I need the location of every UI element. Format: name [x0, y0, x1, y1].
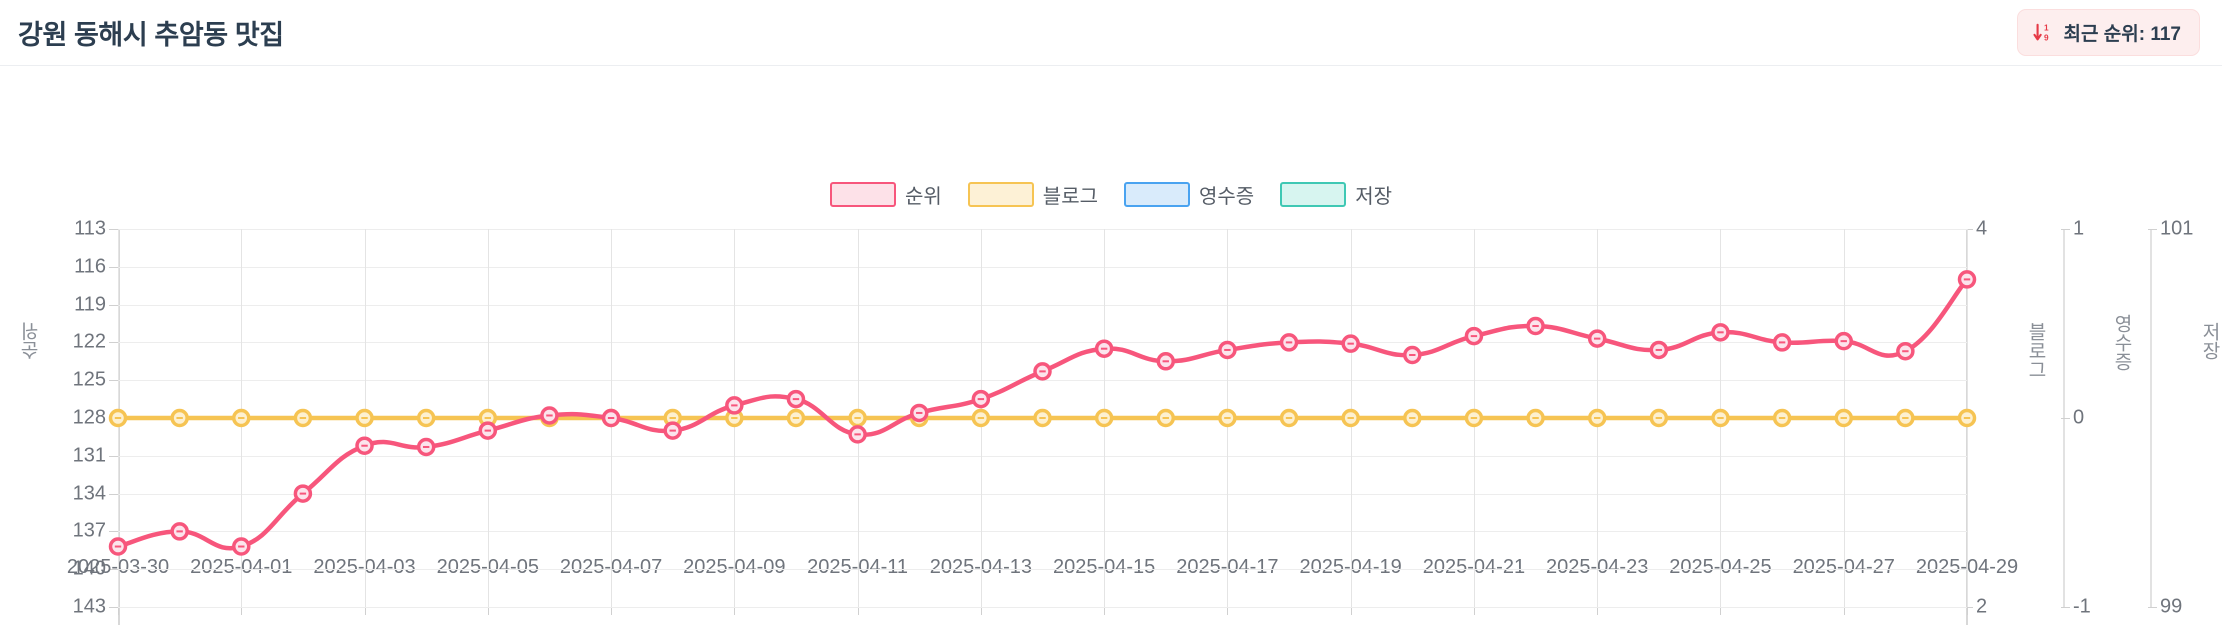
y-tick-label-receipt: 1: [2073, 217, 2085, 240]
gridline-horizontal: [118, 229, 1967, 230]
axis-ticks-layer: 113 116 119 122 125 128 131 134 137 140 143 4 2 1 0 -1 1…: [0, 66, 2222, 640]
y-tick-mark-rank: [109, 531, 118, 533]
y-tick-mark-rank: [109, 304, 118, 306]
y-tick-label-save: 101: [2160, 217, 2194, 240]
y-tick-mark-rank: [109, 455, 118, 457]
legend-item-save[interactable]: 저장: [1280, 180, 1392, 209]
y-tick-label-rank: 140: [72, 557, 106, 580]
svg-text:1: 1: [2044, 23, 2049, 32]
x-tick-mark: [1720, 607, 1722, 615]
gridline-horizontal: [118, 607, 1967, 608]
sort-numeric-down-icon: 1 9: [2032, 22, 2055, 44]
plot-region: [108, 229, 1977, 608]
y-tick-mark-receipt: [2061, 229, 2070, 230]
gridline-horizontal: [118, 531, 1967, 533]
y-tick-label-blog: 2: [1976, 595, 1988, 618]
x-tick-mark: [1350, 607, 1352, 615]
axis-title-blog: 블로그: [2025, 322, 2046, 379]
y-tick-mark-receipt: [2061, 607, 2070, 608]
legend-item-blog[interactable]: 블로그: [967, 180, 1098, 209]
x-tick-mark: [857, 607, 859, 615]
y-tick-label-rank: 137: [72, 519, 106, 542]
y-tick-label-rank: 119: [74, 293, 106, 316]
legend-label-receipt: 영수증: [1199, 186, 1255, 208]
x-tick-mark: [1843, 607, 1845, 615]
page-title: 강원 동해시 추암동 맛집: [18, 20, 284, 50]
legend-swatch-save: [1280, 182, 1347, 207]
x-tick-mark: [1967, 607, 1968, 615]
gridline-horizontal: [118, 342, 1967, 344]
gridline-horizontal: [118, 266, 1967, 268]
y-tick-mark-rank: [109, 569, 118, 571]
gridline-horizontal: [118, 455, 1967, 457]
y-tick-mark-rank: [109, 342, 118, 344]
x-tick-mark: [980, 607, 982, 615]
x-tick-mark: [1227, 607, 1229, 615]
y-tick-mark-blog: [1964, 607, 1973, 608]
axis-line-save: [2150, 229, 2152, 607]
y-tick-label-blog: 4: [1976, 217, 1988, 240]
legend-item-rank[interactable]: 순위: [829, 180, 942, 209]
chart-area: 순위 블로그 영수증 저장 113 116 119 122 125 128 131 134 13…: [0, 66, 2222, 640]
y-tick-label-rank: 134: [72, 482, 106, 505]
gridline-horizontal: [118, 380, 1967, 382]
y-tick-mark-rank: [109, 380, 118, 382]
y-tick-label-receipt: 0: [2073, 406, 2085, 429]
legend-swatch-receipt: [1124, 182, 1190, 207]
y-tick-label-rank: 143: [72, 595, 106, 618]
x-tick-mark: [611, 607, 613, 615]
y-tick-mark-blog: [1964, 229, 1973, 230]
x-tick-mark: [364, 607, 366, 615]
y-tick-mark-rank: [109, 229, 118, 230]
y-tick-label-rank: 116: [74, 255, 106, 278]
x-tick-mark: [1597, 607, 1599, 615]
x-tick-mark: [487, 607, 489, 615]
y-tick-label-receipt: -1: [2073, 595, 2091, 618]
y-tick-label-rank: 125: [72, 368, 106, 391]
y-tick-label-rank: 122: [72, 330, 106, 353]
y-tick-mark-rank: [109, 493, 118, 495]
x-tick-mark: [1104, 607, 1106, 615]
x-tick-mark: [1473, 607, 1475, 615]
x-tick-mark: [734, 607, 736, 615]
gridline-horizontal: [118, 493, 1967, 495]
y-tick-mark-rank: [109, 607, 118, 608]
legend-label-rank: 순위: [904, 186, 942, 208]
card-header: 강원 동해시 추암동 맛집 1 9 최근 순위: 117: [0, 0, 2222, 66]
y-tick-mark-rank: [109, 266, 118, 268]
axis-title-receipt: 영수증: [2111, 314, 2132, 371]
y-tick-label-rank: 128: [72, 406, 106, 429]
axis-title-save: 저장: [2199, 322, 2220, 360]
gridline-horizontal: [118, 569, 1967, 571]
y-tick-mark-save: [2148, 607, 2157, 608]
series-layer: [108, 270, 1977, 556]
legend-item-receipt[interactable]: 영수증: [1124, 180, 1254, 209]
legend-swatch-rank: [829, 182, 896, 207]
gridline-horizontal: [118, 304, 1967, 306]
y-tick-mark-receipt: [2061, 418, 2070, 419]
svg-text:9: 9: [2044, 33, 2049, 42]
legend-swatch-blog: [967, 182, 1034, 207]
chart-legend: 순위 블로그 영수증 저장: [0, 180, 2222, 209]
status-badge: 1 9 최근 순위: 117: [2016, 9, 2200, 56]
legend-label-save: 저장: [1355, 186, 1393, 208]
y-tick-label-rank: 131: [72, 444, 106, 467]
y-tick-label-rank: 113: [74, 217, 106, 240]
x-tick-mark: [241, 607, 243, 615]
y-tick-label-save: 99: [2160, 595, 2183, 618]
status-badge-label: 최근 순위: 117: [2063, 24, 2181, 45]
legend-label-blog: 블로그: [1042, 186, 1098, 208]
y-tick-mark-save: [2148, 229, 2157, 230]
x-tick-mark: [118, 607, 119, 615]
